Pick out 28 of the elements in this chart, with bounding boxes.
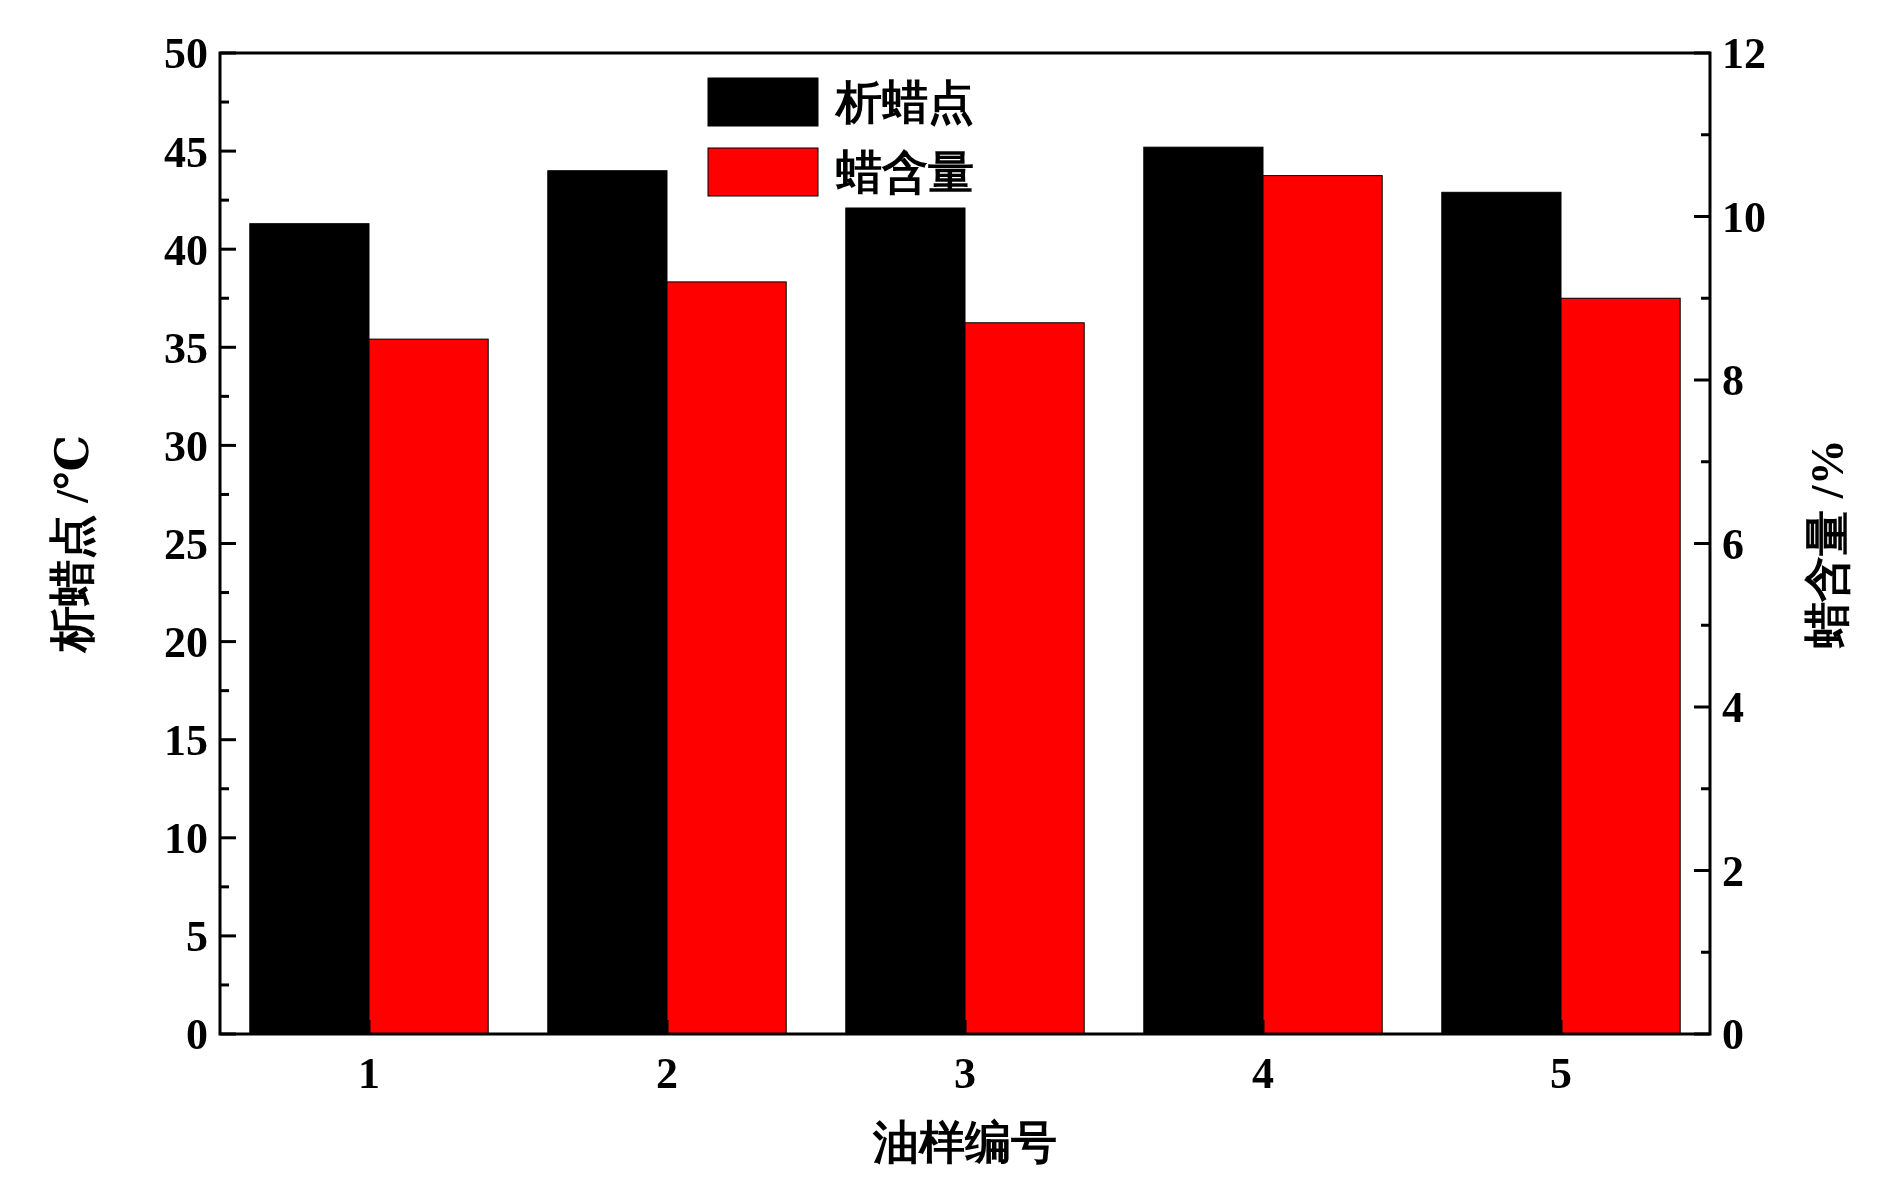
legend-label: 蜡含量 xyxy=(835,147,974,199)
y2-tick-label: 10 xyxy=(1722,192,1766,242)
y2-tick-label: 6 xyxy=(1722,519,1744,569)
x-tick-label: 1 xyxy=(358,1049,380,1098)
x-tick-label: 2 xyxy=(656,1049,678,1098)
y-tick-label: 25 xyxy=(164,519,208,569)
y-axis-title: 析蜡点 /℃ xyxy=(47,434,98,655)
x-tick-label: 5 xyxy=(1550,1049,1572,1098)
legend-label: 析蜡点 xyxy=(834,77,974,129)
y-tick-label: 15 xyxy=(164,716,208,766)
y2-tick-label: 4 xyxy=(1722,683,1744,733)
y-tick-label: 30 xyxy=(164,421,208,471)
y2-tick-label: 0 xyxy=(1722,1010,1744,1060)
x-tick-label: 3 xyxy=(954,1049,976,1098)
y-tick-label: 50 xyxy=(164,29,208,79)
x-axis-title: 油样编号 xyxy=(872,1117,1057,1168)
x-tick-label: 4 xyxy=(1252,1049,1274,1098)
y2-tick-label: 2 xyxy=(1722,846,1744,896)
y2-tick-label: 12 xyxy=(1722,29,1766,79)
y-tick-label: 40 xyxy=(164,225,208,275)
y-tick-label: 20 xyxy=(164,618,208,667)
y2-axis-title: 蜡含量 /% xyxy=(1802,439,1853,649)
y-tick-label: 5 xyxy=(186,912,208,962)
y-tick-label: 45 xyxy=(164,127,208,177)
y2-tick-label: 8 xyxy=(1722,356,1744,406)
y-tick-label: 10 xyxy=(164,814,208,864)
y-tick-label: 35 xyxy=(164,323,208,373)
y-tick-label: 0 xyxy=(186,1010,208,1060)
